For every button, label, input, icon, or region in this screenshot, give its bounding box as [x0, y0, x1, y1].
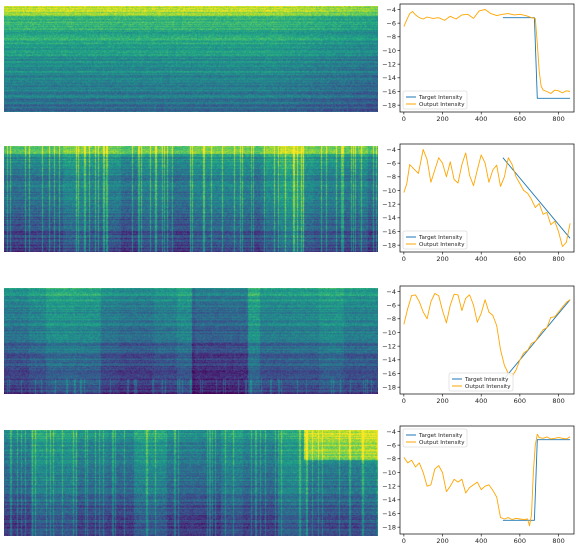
y-tick-label: −4: [386, 146, 396, 154]
y-tick-label: −14: [382, 74, 396, 82]
x-tick-label: 0: [402, 255, 406, 263]
y-tick-label: −8: [386, 173, 396, 181]
y-tick-label: −14: [382, 356, 396, 364]
intensity-chart-3: 0 200 400 600 800 −4 −6 −8 −10 −12 −14 −16 −18 Target…: [382, 285, 575, 405]
x-tick-label: 800: [552, 255, 564, 263]
legend-label: Output Intensity: [465, 384, 511, 390]
y-tick-label: −10: [382, 187, 396, 195]
y-tick-label: −18: [382, 523, 396, 531]
x-tick-label: 0: [402, 537, 406, 545]
spectrogram-1: [4, 6, 378, 112]
y-tick-label: −8: [386, 315, 396, 323]
y-tick-label: −16: [382, 88, 396, 96]
x-tick-label: 600: [514, 537, 526, 545]
series-line-output: [403, 293, 571, 377]
axes-frame: [399, 3, 575, 113]
series-line-target: [502, 439, 571, 521]
y-tick-label: −16: [382, 510, 396, 518]
y-tick-label: −6: [386, 441, 396, 449]
x-tick-label: 0: [402, 397, 406, 405]
y-tick-label: −16: [382, 228, 396, 236]
y-tick-label: −10: [382, 469, 396, 477]
axes-frame: [399, 285, 575, 395]
y-tick-label: −4: [386, 288, 396, 296]
x-tick-label: 200: [436, 397, 448, 405]
intensity-chart-4: 0 200 400 600 800 −4 −6 −8 −10 −12 −14 −16 −18 Target…: [382, 425, 575, 545]
x-tick-label: 600: [514, 397, 526, 405]
y-tick-label: −12: [382, 60, 396, 68]
legend-label: Target Intensity: [464, 377, 509, 383]
y-tick-label: −18: [382, 241, 396, 249]
intensity-chart-2: 0 200 400 600 800 −4 −6 −8 −10 −12 −14 −16 −18 Target…: [382, 143, 575, 263]
y-tick-label: −10: [382, 47, 396, 55]
legend-label: Target Intensity: [418, 95, 463, 101]
axes-frame: [399, 143, 575, 253]
x-tick-label: 200: [436, 115, 448, 123]
x-tick-label: 600: [514, 115, 526, 123]
legend: [402, 428, 468, 448]
x-tick-label: 200: [436, 537, 448, 545]
legend: [402, 90, 468, 110]
legend-label: Output Intensity: [419, 242, 465, 248]
legend-label: Output Intensity: [419, 440, 465, 446]
series-line-target: [502, 17, 571, 99]
x-tick-label: 400: [475, 255, 487, 263]
y-tick-label: −12: [382, 200, 396, 208]
y-tick-label: −4: [386, 428, 396, 436]
spectrogram-4: [4, 430, 378, 536]
x-tick-label: 800: [552, 537, 564, 545]
y-tick-label: −14: [382, 496, 396, 504]
series-line-output: [403, 9, 571, 94]
intensity-chart-1: 0 200 400 600 800 −4 −6 −8 −10 −12 −14 −16 −18 Target…: [382, 3, 575, 123]
x-tick-label: 0: [402, 115, 406, 123]
y-tick-label: −8: [386, 455, 396, 463]
y-tick-label: −6: [386, 159, 396, 167]
y-tick-label: −12: [382, 342, 396, 350]
y-tick-label: −18: [382, 383, 396, 391]
x-tick-label: 600: [514, 255, 526, 263]
y-tick-label: −18: [382, 101, 396, 109]
legend-label: Target Intensity: [418, 433, 463, 439]
x-tick-label: 200: [436, 255, 448, 263]
y-tick-label: −14: [382, 214, 396, 222]
y-tick-label: −12: [382, 482, 396, 490]
legend: [402, 230, 468, 250]
x-tick-label: 400: [475, 115, 487, 123]
legend: [448, 372, 514, 392]
series-line-target: [502, 157, 571, 239]
series-line-output: [403, 433, 571, 527]
y-tick-label: −10: [382, 329, 396, 337]
x-tick-label: 400: [475, 537, 487, 545]
legend-label: Output Intensity: [419, 102, 465, 108]
y-tick-label: −16: [382, 370, 396, 378]
y-tick-label: −8: [386, 33, 396, 41]
x-tick-label: 800: [552, 115, 564, 123]
x-tick-label: 800: [552, 397, 564, 405]
legend-label: Target Intensity: [418, 235, 463, 241]
y-tick-label: −4: [386, 6, 396, 14]
y-tick-label: −6: [386, 19, 396, 27]
x-tick-label: 400: [475, 397, 487, 405]
spectrogram-2: [4, 146, 378, 252]
axes-frame: [399, 425, 575, 535]
series-line-output: [403, 149, 571, 247]
y-tick-label: −6: [386, 301, 396, 309]
spectrogram-3: [4, 288, 378, 394]
